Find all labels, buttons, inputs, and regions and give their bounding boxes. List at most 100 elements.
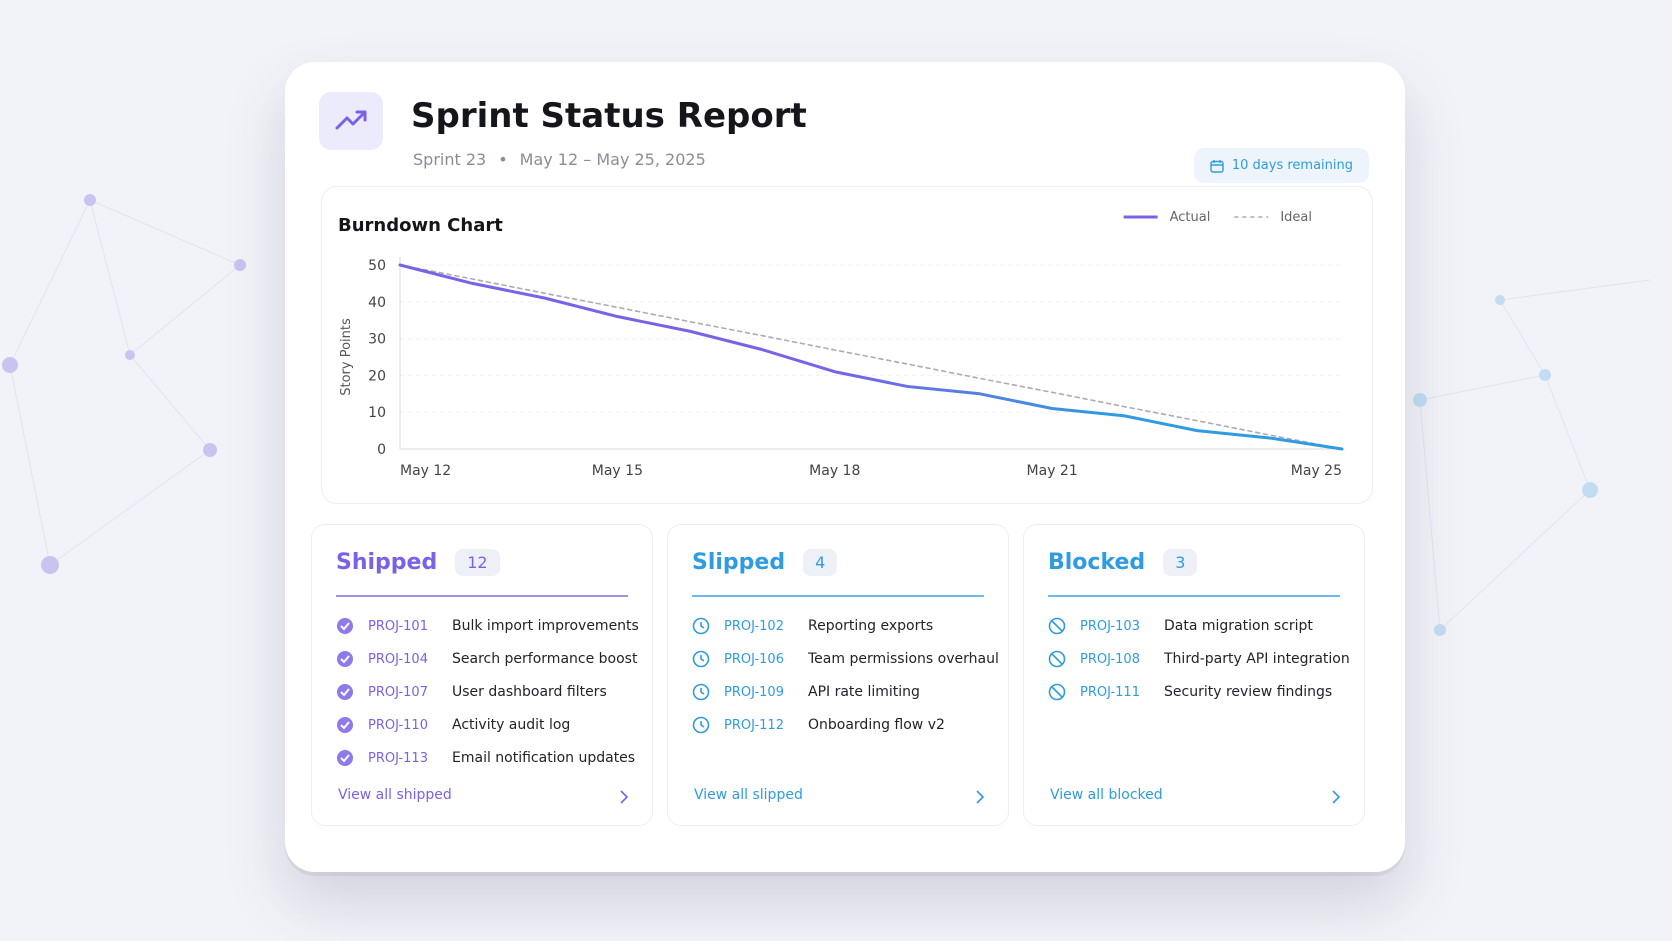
list-item: PROJ-111 Security review findings: [1048, 683, 1332, 701]
sprint: Sprint 23: [413, 150, 487, 169]
status-icon: [692, 617, 710, 635]
item-name: Email notification updates: [452, 750, 636, 766]
status-icon: [337, 684, 353, 700]
status-icon: [692, 683, 710, 701]
status-icon: [1048, 617, 1066, 635]
y-tick-label: 10: [368, 405, 386, 421]
x-tick-label: May 25: [1291, 463, 1342, 479]
remaining-badge: 10 days remaining: [1193, 148, 1369, 183]
item-id: PROJ-109: [724, 684, 784, 700]
list-item: PROJ-106 Team permissions overhaul: [692, 650, 999, 668]
list-item: PROJ-101 Bulk import improvements: [336, 617, 639, 635]
list-item: PROJ-104 Search performance boost: [336, 650, 637, 668]
badge-text: 10 days remaining: [1231, 158, 1353, 173]
status-icon: [692, 650, 710, 668]
chevron: [976, 790, 985, 804]
dates: May 12 – May 25, 2025: [519, 150, 706, 169]
column-count: 4: [803, 549, 838, 576]
item-id: PROJ-108: [1080, 651, 1140, 667]
x-tick-label: May 21: [1027, 463, 1078, 479]
item-id: PROJ-110: [368, 717, 428, 733]
status-icon: [1048, 683, 1066, 701]
item-name: Team permissions overhaul: [808, 651, 999, 667]
column-header: Shipped 12: [336, 549, 500, 576]
item-name: Reporting exports: [808, 618, 934, 634]
list-item: PROJ-102 Reporting exports: [692, 617, 933, 635]
list-item: PROJ-109 API rate limiting: [692, 683, 920, 701]
item-id: PROJ-101: [368, 618, 428, 634]
item-name: Onboarding flow v2: [808, 717, 945, 733]
y-tick-label: 50: [368, 258, 386, 274]
item-id: PROJ-111: [1080, 684, 1140, 700]
item-name: Security review findings: [1164, 684, 1333, 700]
item-id: PROJ-104: [368, 651, 428, 667]
column-header: Slipped 4: [692, 549, 838, 576]
item-id: PROJ-106: [724, 651, 784, 667]
y-tick-label: 40: [368, 295, 386, 311]
subtitle: Sprint 23 • May 12 – May 25, 2025: [413, 150, 706, 169]
y-tick-label: 20: [368, 368, 386, 384]
chart: Burndown Chart Story Points 0 10 20 30 40 50 Ma…: [338, 210, 1344, 479]
list-item: PROJ-113 Email notification updates: [336, 749, 635, 767]
column-title: Blocked: [1048, 550, 1146, 575]
item-name: API rate limiting: [808, 684, 920, 700]
column-title: Slipped: [692, 550, 786, 575]
series-line: [399, 264, 1343, 450]
column-count: 12: [455, 549, 500, 576]
list-item: PROJ-108 Third-party API integration: [1048, 650, 1350, 668]
trend-icon: [335, 110, 367, 130]
status-column: Slipped 4 PROJ-102 Reporting exports PROJ-10…: [667, 524, 1009, 826]
list-item: PROJ-103 Data migration script: [1048, 617, 1313, 635]
page-title: Sprint Status Report: [411, 96, 807, 136]
item-name: Data migration script: [1164, 618, 1313, 634]
column-rule: [692, 595, 984, 597]
chart-title: Burndown Chart: [338, 215, 503, 236]
item-name: Activity audit log: [452, 717, 571, 733]
column-header: Blocked 3: [1048, 549, 1198, 576]
list-item: PROJ-107 User dashboard filters: [336, 683, 607, 701]
chevron: [1332, 790, 1341, 804]
report-card: Sprint Status Report Sprint 23 • May 12 – …: [285, 62, 1405, 872]
column-title: Shipped: [336, 550, 438, 575]
item-name: Search performance boost: [452, 651, 638, 667]
view-all-link[interactable]: View all slipped: [694, 787, 803, 803]
x-tick-label: May 15: [592, 463, 643, 479]
series-line: [398, 263, 1344, 451]
legend-label: Ideal: [1280, 210, 1312, 225]
item-name: Bulk import improvements: [452, 618, 639, 634]
item-id: PROJ-112: [724, 717, 784, 733]
x-tick-label: May 18: [809, 463, 860, 479]
chevron: [620, 790, 629, 804]
item-id: PROJ-102: [724, 618, 784, 634]
status-icon: [1048, 650, 1066, 668]
view-all-link[interactable]: View all blocked: [1050, 787, 1163, 803]
status-column: Blocked 3 PROJ-103 Data migration script PRO…: [1023, 524, 1365, 826]
item-id: PROJ-113: [368, 750, 428, 766]
column-rule: [1048, 595, 1340, 597]
column-rule: [336, 595, 628, 597]
y-tick-label: 30: [368, 332, 386, 348]
x-tick-label: May 12: [400, 463, 451, 479]
item-name: User dashboard filters: [452, 684, 607, 700]
view-all-link[interactable]: View all shipped: [338, 787, 452, 803]
calendar-icon: [1210, 159, 1224, 173]
item-id: PROJ-103: [1080, 618, 1140, 634]
legend-label: Actual: [1170, 210, 1211, 225]
column-count: 3: [1163, 549, 1198, 576]
status-icon: [337, 750, 353, 766]
status-icon: [337, 618, 353, 634]
item-name: Third-party API integration: [1164, 651, 1350, 667]
status-icon: [337, 651, 353, 667]
y-tick-label: 0: [377, 442, 386, 458]
item-id: PROJ-107: [368, 684, 428, 700]
y-axis-label: Story Points: [339, 318, 354, 396]
report-icon: [319, 92, 383, 150]
list-item: PROJ-110 Activity audit log: [336, 716, 570, 734]
status-column: Shipped 12 PROJ-101 Bulk import improvement…: [311, 524, 653, 826]
chart-panel: Burndown Chart Story Points 0 10 20 30 40 50 Ma…: [321, 186, 1373, 504]
status-icon: [692, 716, 710, 734]
list-item: PROJ-112 Onboarding flow v2: [692, 716, 945, 734]
status-icon: [337, 717, 353, 733]
